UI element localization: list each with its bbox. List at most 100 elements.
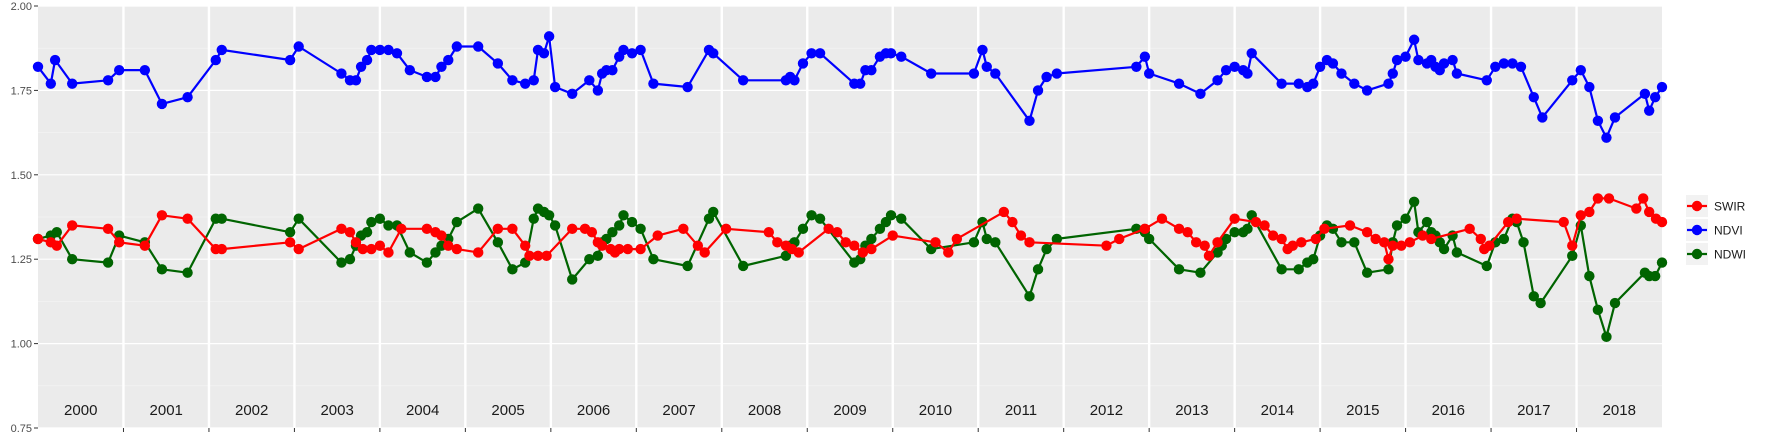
- ndwi-point: [648, 254, 659, 265]
- legend-item-swir: SWIR: [1686, 195, 1746, 217]
- swir-point: [1361, 226, 1373, 238]
- ndwi-point: [492, 237, 504, 248]
- ndvi-point: [855, 78, 866, 89]
- swir-point: [998, 206, 1010, 218]
- ndwi-point: [336, 257, 347, 268]
- swir-point: [1404, 237, 1416, 248]
- year-label-2005: 2005: [491, 402, 524, 419]
- swir-point: [596, 240, 608, 251]
- swir-point: [567, 223, 578, 235]
- ndvi-point: [1649, 91, 1661, 103]
- swir-point: [472, 247, 484, 258]
- ndwi-point: [216, 213, 227, 224]
- swir-point: [1396, 240, 1407, 251]
- ndvi-point: [682, 81, 693, 93]
- swir-point: [344, 226, 356, 238]
- ndvi-point: [1400, 51, 1411, 62]
- swir-point: [520, 240, 531, 251]
- swir-point: [793, 247, 804, 258]
- swir-point: [374, 240, 386, 251]
- swir-point: [1511, 213, 1522, 224]
- ndwi-point: [1535, 297, 1546, 309]
- year-label-2007: 2007: [662, 402, 695, 419]
- swir-point: [692, 240, 704, 251]
- ndvi-point: [210, 54, 221, 66]
- ndvi-point: [451, 41, 463, 52]
- y-tick-label: 0.75: [11, 423, 32, 435]
- swir-point: [366, 243, 377, 255]
- swir-point: [1475, 233, 1486, 245]
- ndvi-point: [708, 48, 719, 59]
- year-label-2004: 2004: [406, 402, 439, 419]
- ndvi-point: [737, 75, 749, 86]
- swir-point: [1464, 223, 1475, 235]
- legend-key-point: [1691, 224, 1703, 236]
- swir-point: [541, 250, 552, 262]
- ndvi-point: [1490, 61, 1501, 72]
- swir-point: [1656, 216, 1668, 228]
- y-axis-tick-labels: 0.75 1.00 1.25 1.50 1.75 2.00: [11, 1, 32, 435]
- swir-point: [182, 213, 193, 224]
- swir-point: [1484, 240, 1495, 251]
- legend: SWIR NDVI NDWI: [1686, 195, 1746, 265]
- y-tick-label: 1.00: [11, 339, 32, 351]
- swir-point: [1287, 240, 1298, 251]
- swir-point: [831, 226, 843, 238]
- ndwi-point: [1528, 291, 1539, 302]
- ndvi-point: [981, 61, 992, 72]
- swir-point: [216, 243, 227, 255]
- swir-point: [1024, 237, 1035, 248]
- ndwi-point: [1584, 270, 1595, 282]
- ndwi-point: [366, 216, 377, 228]
- ndvi-point: [1212, 75, 1223, 86]
- y-tick-label: 2.00: [11, 1, 32, 13]
- ndvi-point: [1498, 58, 1510, 69]
- ndvi-point: [1229, 61, 1240, 72]
- ndwi-point: [618, 210, 629, 221]
- swir-point: [614, 243, 625, 255]
- swir-point: [524, 250, 535, 262]
- swir-point: [1203, 250, 1215, 262]
- ndvi-point: [607, 64, 618, 76]
- ndvi-point: [361, 54, 373, 66]
- ndvi-point: [926, 68, 937, 79]
- ndwi-point: [156, 264, 168, 275]
- ndvi-point: [1308, 78, 1319, 89]
- swir-point: [1199, 240, 1210, 251]
- swir-point: [951, 233, 963, 245]
- year-label-2010: 2010: [919, 402, 952, 419]
- swir-point: [350, 237, 362, 248]
- year-label-2006: 2006: [577, 402, 610, 419]
- swir-point: [1643, 206, 1655, 218]
- swir-point: [421, 223, 433, 235]
- swir-point: [823, 223, 834, 235]
- ndvi-point: [1481, 75, 1492, 86]
- ndwi-point: [383, 220, 394, 231]
- ndwi-point: [780, 250, 792, 262]
- ndwi-point: [528, 213, 539, 224]
- series-swir: [32, 193, 1668, 265]
- ndvi-point: [1387, 68, 1398, 79]
- ndvi-point: [797, 58, 809, 69]
- swir-point: [293, 243, 304, 255]
- ndwi-point: [814, 213, 826, 224]
- legend-label-swir: SWIR: [1714, 200, 1746, 214]
- ndvi-point: [1139, 51, 1151, 62]
- ndwi-point: [708, 206, 719, 218]
- swir-point: [102, 223, 114, 235]
- ndvi-point: [1314, 61, 1326, 72]
- ndwi-point: [284, 226, 296, 238]
- swir-point: [507, 223, 518, 235]
- legend-key-point: [1691, 248, 1703, 260]
- ndvi-point: [1041, 71, 1052, 83]
- swir-point: [1502, 216, 1514, 228]
- ndvi-point: [626, 48, 638, 59]
- year-label-2012: 2012: [1090, 402, 1123, 419]
- swir-point: [357, 243, 368, 255]
- ndvi-point: [1639, 88, 1651, 99]
- ndvi-point: [520, 78, 531, 89]
- ndvi-point: [114, 64, 125, 76]
- legend-label-ndwi: NDWI: [1714, 248, 1746, 262]
- ndwi-point: [1408, 196, 1420, 208]
- swir-point: [840, 237, 851, 248]
